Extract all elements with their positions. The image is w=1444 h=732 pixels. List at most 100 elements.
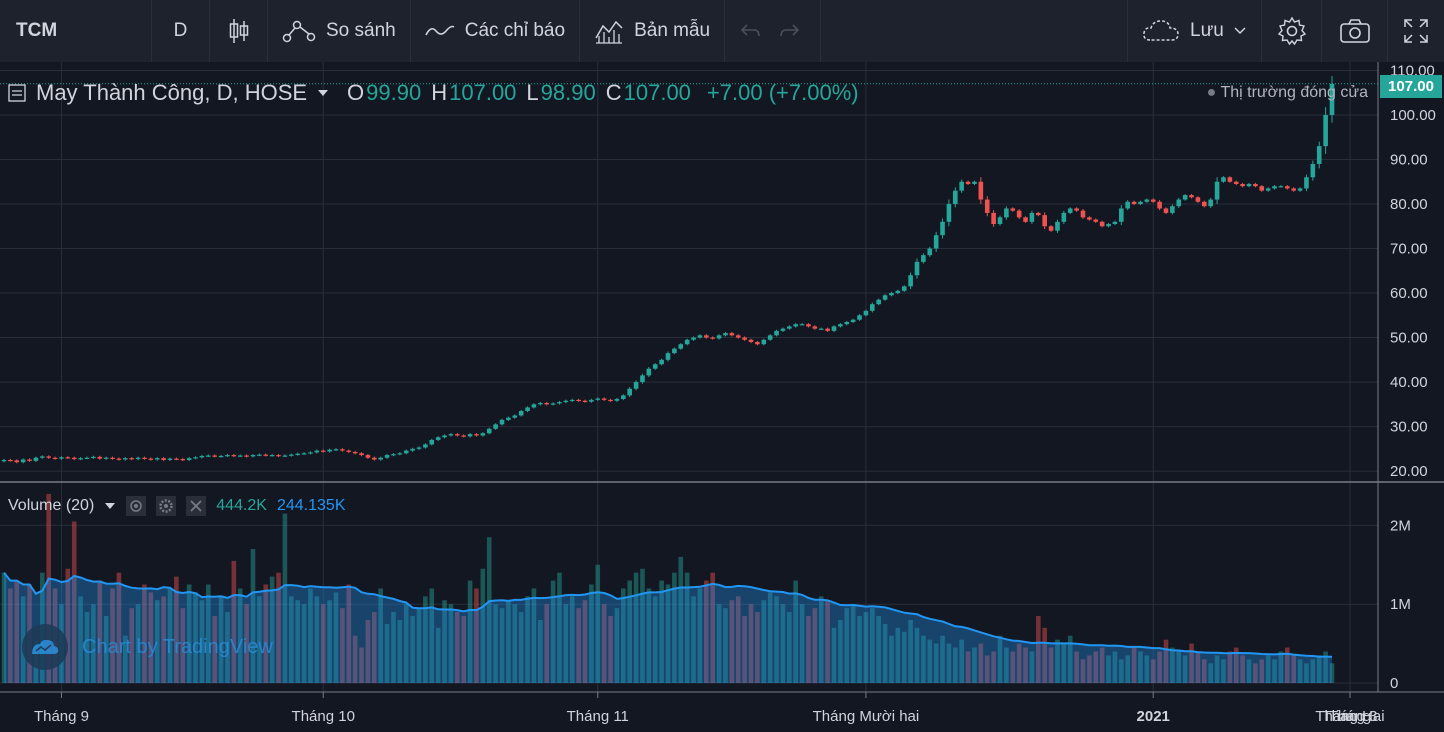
candle-body — [672, 348, 677, 354]
candle-body — [429, 439, 435, 445]
candle-body — [1055, 221, 1060, 231]
close-icon[interactable] — [186, 496, 207, 516]
gear-icon[interactable] — [156, 496, 177, 516]
candle-body — [838, 324, 843, 327]
save-button[interactable]: Lưu — [1128, 0, 1262, 62]
compare-button[interactable]: So sánh — [268, 0, 411, 62]
volume-bar — [908, 619, 913, 683]
candle-body — [678, 344, 684, 349]
volume-bar — [423, 596, 428, 683]
close-value: 107.00 — [623, 80, 691, 105]
market-status-label: Thị trường đóng cửa — [1220, 84, 1368, 101]
volume-bar — [538, 619, 543, 683]
price-tick-label: 80.00 — [1390, 196, 1428, 213]
volume-bar — [1150, 659, 1156, 683]
candle-body — [614, 398, 620, 401]
candle-body — [1074, 208, 1079, 211]
candle-body — [901, 286, 907, 291]
volume-bar — [889, 635, 894, 683]
templates-label: Bản mẫu — [634, 20, 711, 41]
volume-bar — [640, 568, 645, 683]
toolbar-spacer — [821, 0, 1128, 62]
candle-body — [1253, 183, 1258, 187]
indicators-icon — [425, 25, 455, 36]
candle-body — [870, 304, 875, 311]
volume-bar — [174, 576, 179, 683]
series-menu-chevron-icon[interactable] — [317, 89, 329, 97]
volume-bar — [327, 600, 332, 683]
candle-body — [729, 333, 735, 336]
volume-bar — [691, 596, 696, 683]
volume-bar — [206, 584, 211, 683]
tradingview-watermark[interactable]: Chart by TradingView — [22, 624, 273, 670]
candle-body — [416, 447, 422, 449]
candle-body — [959, 181, 964, 191]
volume-bar — [1265, 655, 1271, 683]
volume-bar — [1227, 651, 1233, 683]
candle-body — [1316, 146, 1322, 164]
candle-body — [525, 407, 530, 411]
candle-body — [359, 453, 364, 456]
candle-body — [282, 455, 288, 457]
volume-bar — [1048, 647, 1054, 683]
volume-bar — [186, 584, 192, 683]
volume-bar — [1202, 659, 1207, 683]
chart-area[interactable]: 20.00 30.00 40.00 50.00 60.00 70.00 80.00 90.00… — [0, 62, 1444, 732]
volume-bar — [359, 647, 364, 683]
volume-bar — [844, 608, 850, 683]
interval-button[interactable]: D — [152, 0, 210, 62]
candle-body — [684, 339, 690, 345]
candle-body — [1138, 201, 1143, 204]
volume-bar — [972, 647, 977, 683]
undo-icon[interactable] — [739, 22, 761, 40]
candle-body — [180, 459, 186, 461]
fullscreen-button[interactable] — [1388, 0, 1444, 62]
candle-body — [59, 457, 64, 459]
candle-body — [91, 456, 96, 459]
redo-icon[interactable] — [779, 22, 801, 40]
candle-body — [314, 450, 320, 453]
volume-bar — [410, 616, 415, 683]
volume-bar — [1195, 651, 1201, 683]
series-title[interactable]: May Thành Công, D, HOSE — [36, 80, 308, 105]
volume-bar — [384, 623, 390, 683]
candle-body — [486, 428, 492, 434]
candle-body — [563, 400, 569, 403]
collapse-legend-icon[interactable] — [8, 84, 26, 102]
candle-body — [410, 448, 415, 451]
eye-icon[interactable] — [126, 496, 147, 516]
volume-bar — [946, 643, 952, 683]
candle-body — [46, 456, 51, 458]
templates-button[interactable]: Bản mẫu — [580, 0, 726, 62]
screenshot-button[interactable] — [1322, 0, 1388, 62]
volume-bar — [1323, 651, 1328, 683]
volume-menu-chevron-icon[interactable] — [104, 502, 116, 510]
time-tick-label: 2021 — [1137, 708, 1170, 725]
candle-body — [250, 455, 256, 457]
volume-title[interactable]: Volume (20) — [8, 497, 95, 514]
candle-body — [665, 353, 671, 360]
volume-bar — [493, 604, 498, 683]
candles-icon — [229, 19, 248, 43]
volume-bar — [518, 612, 524, 683]
candle-body — [512, 415, 518, 418]
price-tick-label: 50.00 — [1390, 330, 1428, 347]
chevron-down-icon[interactable] — [1234, 27, 1246, 35]
high-label: H — [431, 80, 448, 105]
fullscreen-icon — [1404, 19, 1428, 43]
high-value: 107.00 — [449, 80, 517, 105]
volume-bar — [416, 608, 422, 683]
settings-button[interactable] — [1262, 0, 1322, 62]
volume-bar — [818, 596, 824, 683]
candle-body — [391, 454, 396, 456]
symbol-search-button[interactable]: TCM — [0, 0, 152, 62]
gear-icon — [1277, 16, 1306, 46]
candle-body — [748, 339, 754, 342]
volume-bar — [91, 604, 96, 683]
candle-body — [557, 402, 562, 404]
indicators-button[interactable]: Các chỉ báo — [411, 0, 581, 62]
candle-body — [1278, 186, 1284, 188]
chart-style-button[interactable] — [210, 0, 268, 62]
volume-bar — [704, 580, 709, 683]
candle-body — [1023, 217, 1028, 222]
